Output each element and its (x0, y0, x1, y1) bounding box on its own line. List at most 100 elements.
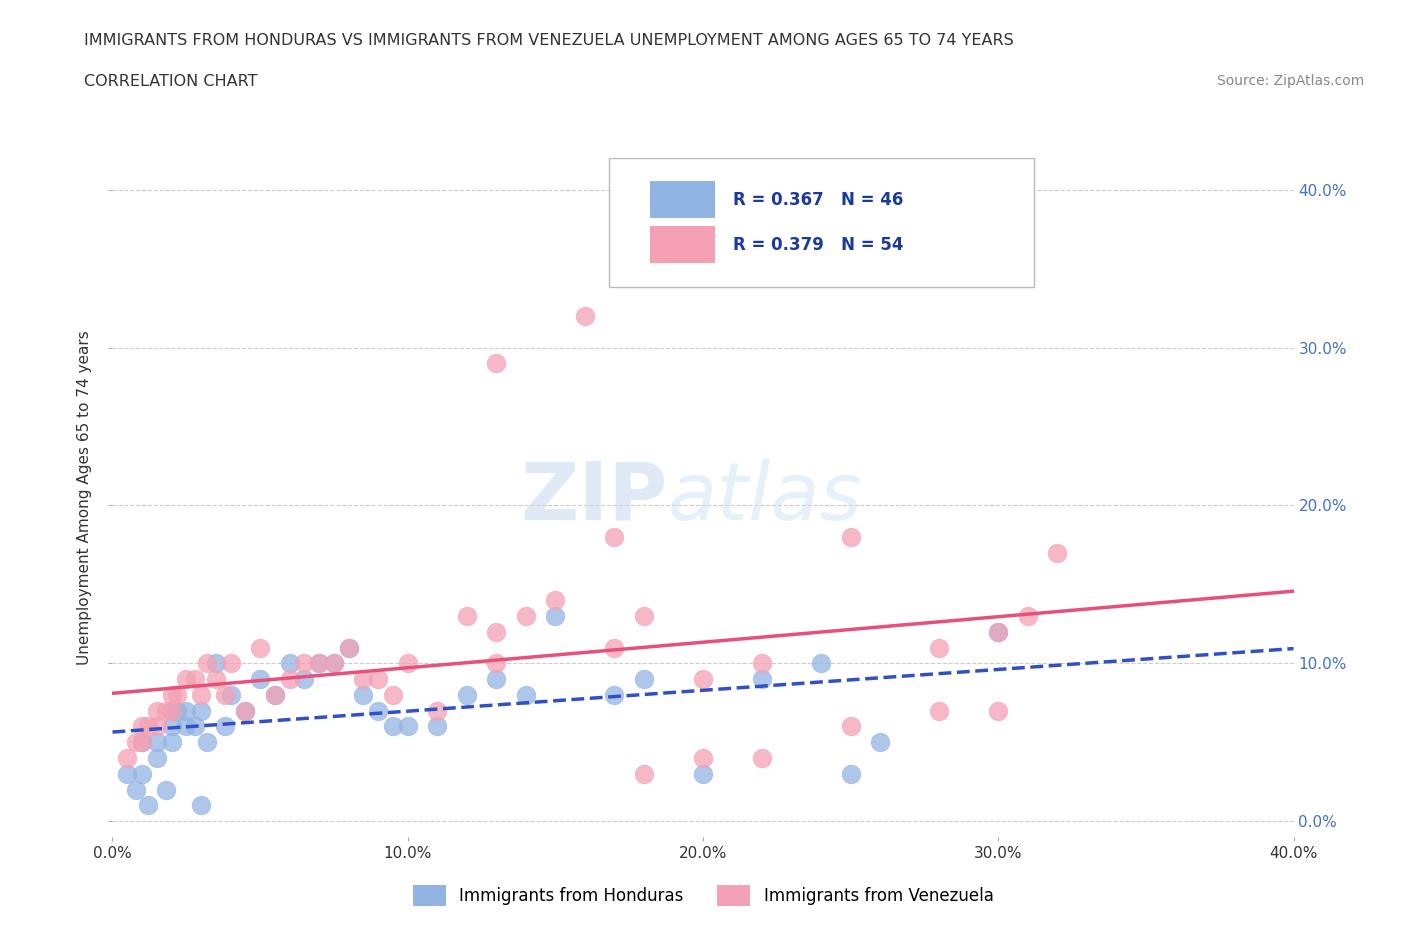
Point (136, 798, 159, 813)
Point (146, 703, 169, 718)
Point (146, 735, 169, 750)
Point (352, 687, 374, 702)
Point (456, 687, 478, 702)
Point (308, 656, 330, 671)
Text: atlas: atlas (668, 458, 862, 537)
Point (195, 735, 218, 750)
Point (184, 719, 207, 734)
Point (155, 703, 177, 718)
Bar (650, 180, 714, 218)
Text: R = 0.367   N = 46: R = 0.367 N = 46 (733, 191, 903, 208)
Point (751, 671, 773, 686)
Point (633, 766, 655, 781)
Point (337, 640, 360, 655)
Point (323, 656, 346, 671)
Point (131, 766, 153, 781)
Text: R = 0.379   N = 54: R = 0.379 N = 54 (733, 236, 903, 254)
Point (117, 751, 138, 765)
Point (839, 719, 862, 734)
Text: Source: ZipAtlas.com: Source: ZipAtlas.com (1216, 74, 1364, 88)
Point (190, 703, 212, 718)
Point (117, 766, 138, 781)
Point (337, 640, 360, 655)
Point (485, 356, 508, 371)
Bar (650, 226, 714, 263)
Point (146, 751, 169, 765)
Point (396, 656, 419, 671)
Point (184, 671, 207, 686)
Point (264, 687, 287, 702)
Text: ZIP: ZIP (520, 458, 668, 537)
Point (352, 671, 374, 686)
Point (160, 687, 183, 702)
Y-axis label: Unemployment Among Ages 65 to 74 years: Unemployment Among Ages 65 to 74 years (77, 330, 93, 665)
Point (136, 719, 159, 734)
Point (692, 766, 714, 781)
Legend: Immigrants from Honduras, Immigrants from Venezuela: Immigrants from Honduras, Immigrants fro… (406, 879, 1000, 912)
Point (278, 671, 301, 686)
Point (166, 703, 188, 718)
Text: IMMIGRANTS FROM HONDURAS VS IMMIGRANTS FROM VENEZUELA UNEMPLOYMENT AMONG AGES 65: IMMIGRANTS FROM HONDURAS VS IMMIGRANTS F… (84, 33, 1014, 47)
Point (987, 624, 1010, 639)
Point (292, 671, 315, 686)
Point (146, 719, 169, 734)
Point (174, 719, 197, 734)
Point (190, 798, 212, 813)
Point (174, 703, 197, 718)
Point (323, 656, 346, 671)
Point (485, 656, 508, 671)
Point (155, 782, 177, 797)
Point (233, 703, 256, 718)
Point (751, 656, 773, 671)
Point (987, 703, 1010, 718)
Point (633, 671, 655, 686)
Point (160, 735, 183, 750)
Point (456, 608, 478, 623)
Point (515, 608, 537, 623)
Point (515, 687, 537, 702)
Point (219, 687, 242, 702)
Point (633, 608, 655, 623)
Point (751, 751, 773, 765)
Point (195, 656, 218, 671)
Point (426, 719, 449, 734)
Point (160, 703, 183, 718)
Point (485, 624, 508, 639)
Point (987, 624, 1010, 639)
Point (396, 719, 419, 734)
Point (839, 766, 862, 781)
Point (125, 735, 148, 750)
Point (692, 671, 714, 686)
Point (249, 640, 271, 655)
Point (160, 703, 183, 718)
Point (367, 671, 389, 686)
Point (603, 529, 626, 544)
Point (810, 656, 832, 671)
Point (233, 703, 256, 718)
Point (426, 703, 449, 718)
Point (219, 656, 242, 671)
Point (131, 735, 153, 750)
Point (367, 703, 389, 718)
Point (574, 309, 596, 324)
Point (292, 656, 315, 671)
Point (190, 687, 212, 702)
Point (928, 703, 950, 718)
Point (264, 687, 287, 702)
Point (174, 671, 197, 686)
Point (485, 671, 508, 686)
Point (214, 719, 236, 734)
Point (544, 608, 567, 623)
Point (160, 719, 183, 734)
Point (692, 751, 714, 765)
Point (131, 735, 153, 750)
Point (205, 656, 228, 671)
Point (166, 687, 188, 702)
Point (249, 671, 271, 686)
Point (382, 719, 405, 734)
Point (125, 782, 148, 797)
Point (603, 640, 626, 655)
Point (839, 529, 862, 544)
Point (214, 687, 236, 702)
Point (544, 592, 567, 607)
